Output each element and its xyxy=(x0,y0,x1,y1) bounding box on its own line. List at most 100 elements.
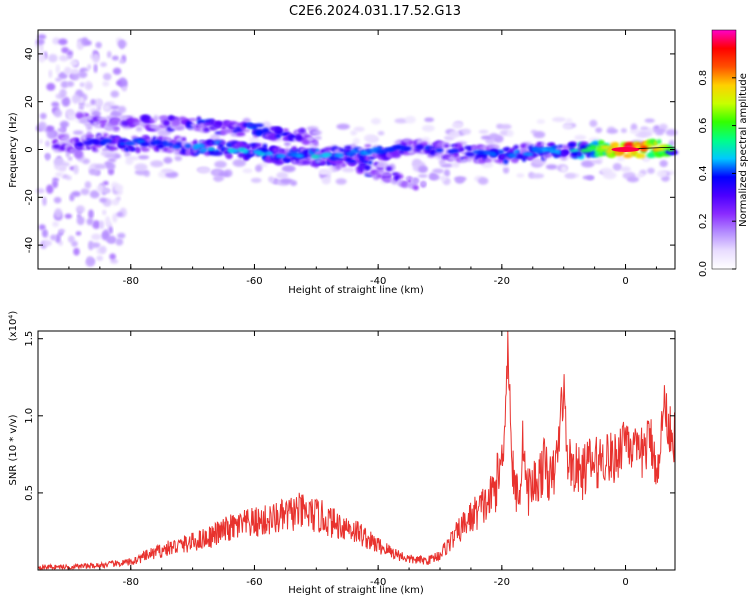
spectrogram-blob xyxy=(513,150,520,154)
spectrogram-blob xyxy=(467,157,473,163)
spectrogram-blob xyxy=(118,59,125,64)
spectrogram-blob xyxy=(256,151,267,156)
spectrogram-blob xyxy=(564,173,576,179)
spectrogram-blob xyxy=(552,117,566,123)
spectrogram-blob xyxy=(350,130,358,136)
spectrogram-blob xyxy=(612,162,622,171)
snr-y-label: SNR (10 * v/v) xyxy=(8,414,19,485)
spectrogram-blob xyxy=(320,161,327,165)
spectrogram-blob xyxy=(96,117,107,121)
spectrogram-blob xyxy=(119,40,125,50)
spectrogram-blob xyxy=(307,137,315,142)
spectrogram-blob xyxy=(254,143,263,147)
spectrogram-blob xyxy=(510,157,519,163)
spectrogram-blob xyxy=(140,147,150,152)
spectrogram-blob xyxy=(449,148,460,153)
spectrogram-blob xyxy=(461,158,468,163)
spectrogram-blob xyxy=(345,156,353,163)
spectrogram-blob xyxy=(38,139,43,144)
spectrogram-blob xyxy=(112,67,122,75)
snr-x-tick-label: -60 xyxy=(246,577,262,588)
spectrogram-blob xyxy=(58,55,69,62)
spectrogram-blob xyxy=(533,131,546,139)
spectrogram-blob xyxy=(315,149,320,153)
spectrogram-blob xyxy=(394,118,408,124)
snr-x-label: Height of straight line (km) xyxy=(288,585,424,596)
spectrogram-x-tick-label: -60 xyxy=(246,276,262,287)
spectrogram-blob xyxy=(105,162,116,170)
spectrogram-blob xyxy=(417,174,428,178)
spectrogram-blob xyxy=(443,169,451,177)
spectrogram-blob xyxy=(438,158,446,166)
spectrogram-blob xyxy=(51,179,59,189)
spectrogram-blob xyxy=(92,170,100,176)
spectrogram-blob xyxy=(415,144,425,150)
spectrogram-blob xyxy=(163,142,174,147)
spectrogram-blob xyxy=(335,162,341,170)
spectrogram-blob xyxy=(461,128,472,135)
spectrogram-blob xyxy=(590,145,597,150)
spectrogram-blob xyxy=(549,149,561,154)
spectrogram-blob xyxy=(232,159,247,167)
spectrogram-blob xyxy=(96,255,104,262)
spectrogram-blob xyxy=(275,153,286,159)
spectrogram-blob xyxy=(331,159,337,164)
spectrogram-blob xyxy=(422,137,430,142)
spectrogram-blob xyxy=(76,213,81,218)
spectrogram-blob xyxy=(616,156,625,162)
spectrogram-blob xyxy=(212,175,225,182)
spectrogram-blob xyxy=(477,177,489,185)
spectrogram-blob xyxy=(281,165,296,173)
spectrogram-blob xyxy=(250,177,262,183)
spectrogram-blob xyxy=(322,152,332,157)
spectrogram-blob xyxy=(310,154,321,159)
snr-y-tick-label: 1.5 xyxy=(24,331,35,347)
spectrogram-blob xyxy=(569,148,580,153)
spectrogram-blob xyxy=(35,38,45,45)
spectrogram-blob xyxy=(481,161,494,169)
spectrogram-blob xyxy=(176,148,181,152)
spectrogram-blob xyxy=(280,178,294,185)
spectrogram-blob xyxy=(363,168,369,176)
spectrogram-blob xyxy=(55,234,61,244)
spectrogram-blob xyxy=(99,119,108,124)
spectrogram-blob xyxy=(412,184,419,191)
spectrogram-blob xyxy=(115,238,124,246)
snr-y-tick-label: 0.5 xyxy=(24,485,35,501)
spectrogram-blob xyxy=(560,165,568,173)
spectrogram-heatmap xyxy=(35,34,679,267)
spectrogram-blob xyxy=(364,144,372,148)
spectrogram-blob xyxy=(484,158,493,163)
spectrogram-blob xyxy=(377,131,385,136)
spectrogram-blob xyxy=(193,143,206,149)
spectrogram-blob xyxy=(336,123,350,130)
spectrogram-blob xyxy=(102,180,109,186)
spectrogram-blob xyxy=(255,129,262,137)
spectrogram-blob xyxy=(203,126,211,133)
spectrogram-blob xyxy=(67,235,75,243)
spectrogram-blob xyxy=(577,152,582,157)
spectrogram-blob xyxy=(668,139,675,147)
spectrogram-blob xyxy=(261,121,271,129)
spectrogram-blob xyxy=(64,213,73,219)
spectrogram-blob xyxy=(439,175,447,182)
spectrogram-blob xyxy=(157,129,171,137)
colorbar-tick-label: 0.6 xyxy=(698,118,709,134)
spectrogram-blob xyxy=(70,148,79,153)
spectrogram-blob xyxy=(101,231,110,241)
spectrogram-blob xyxy=(108,226,113,235)
spectrogram-blob xyxy=(75,231,82,236)
spectrogram-blob xyxy=(614,142,619,149)
spectrogram-blob xyxy=(42,196,47,206)
spectrogram-blob xyxy=(175,126,183,131)
spectrogram-blob xyxy=(115,80,122,86)
spectrogram-blob xyxy=(135,146,141,154)
spectrogram-blob xyxy=(61,96,71,107)
spectrogram-blob xyxy=(116,211,124,218)
spectrogram-blob xyxy=(229,148,239,153)
spectrogram-blob xyxy=(254,123,264,128)
spectrogram-blob xyxy=(106,50,112,59)
spectrogram-blob xyxy=(363,134,377,143)
spectrogram-blob xyxy=(75,205,85,214)
spectrogram-blob xyxy=(42,240,52,247)
